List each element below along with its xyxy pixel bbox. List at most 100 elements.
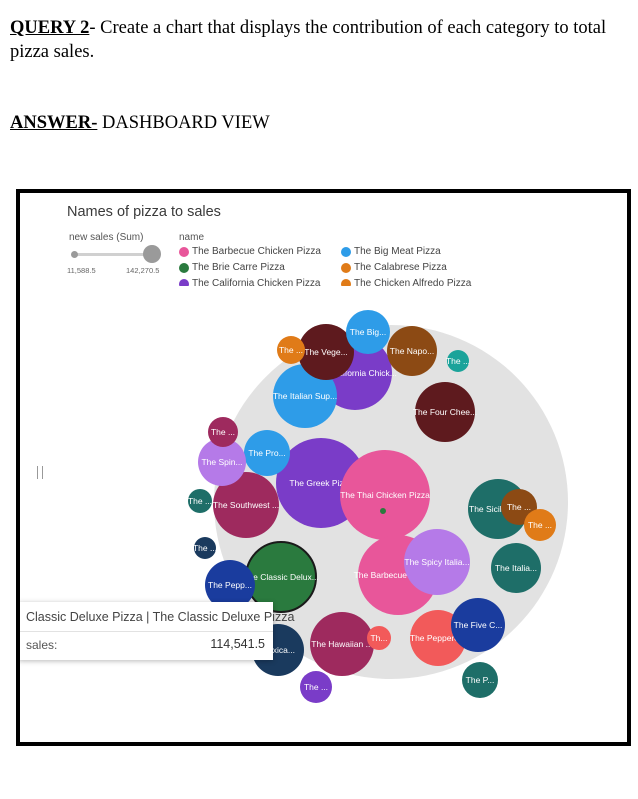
tooltip: Classic Deluxe Pizza | The Classic Delux… [20,602,294,660]
legend-label: The Brie Carre Pizza [192,262,285,273]
bubble-label: The ... [279,345,303,355]
bubble-circle[interactable] [188,489,212,513]
bubble-label: The Pro... [248,448,285,458]
bubble-circle[interactable] [462,662,498,698]
legend-label: The California Chicken Pizza [192,278,321,286]
bubble-circle[interactable] [340,450,430,540]
bubble[interactable]: The ... [524,509,556,541]
legend-swatch [179,278,189,286]
bubble-circle[interactable] [346,310,390,354]
bubble[interactable]: The Five C... [451,598,505,652]
bubble[interactable]: The Pepp... [205,560,255,610]
bubble-label: The Thai Chicken Pizza [340,490,430,500]
bubble-circle[interactable] [213,472,279,538]
bubble[interactable]: Th... [367,626,391,650]
bubble-label: The P... [466,675,495,685]
legend-item[interactable]: The Calabrese Pizza [341,262,447,273]
bubble-label: The Barbecue Chicke... [354,570,443,580]
legend-item[interactable]: The California Chicken Pizza [179,278,320,286]
bubble[interactable]: The Southwest ... [213,472,279,538]
bubble-circle[interactable] [205,560,255,610]
bubble[interactable] [380,508,386,514]
legend-swatch [341,278,351,286]
bubble-label: The Vege... [304,347,347,357]
bubble-circle[interactable] [208,417,238,447]
resize-handle[interactable] [37,466,43,479]
bubble-label: The ... [188,496,212,506]
bubble-circle[interactable] [387,326,437,376]
tooltip-value: 114,541.5 [210,637,265,651]
bubble-circle[interactable] [415,382,475,442]
bubble[interactable]: The ... [277,336,305,364]
bubble-label: The Big... [350,327,386,337]
bubble[interactable]: The Italian Sup... [273,364,337,428]
chart-title: Names of pizza to sales [67,204,221,220]
size-legend-min-dot [71,251,78,258]
bubble-circle[interactable] [491,543,541,593]
bubble[interactable]: The Thai Chicken Pizza [340,450,430,540]
tooltip-title: Classic Deluxe Pizza | The Classic Delux… [26,610,295,624]
bubble-circle[interactable] [300,671,332,703]
bubble[interactable]: The ... [446,350,470,372]
bubble[interactable]: The ... [188,489,212,513]
bubble-chart: The Greek Pizza The Thai Chicken Pizza The… [188,310,568,703]
bubble-circle[interactable] [524,509,556,541]
bubble-circle[interactable] [404,529,470,595]
bubble[interactable]: The Pro... [244,430,290,476]
bubble-label: The Napo... [390,346,434,356]
legend-item[interactable]: The Brie Carre Pizza [179,262,285,273]
bubble[interactable]: The Italia... [491,543,541,593]
bubble-label: The Four Chee... [413,407,477,417]
legend-swatch [341,262,351,273]
tooltip-divider [20,631,273,632]
color-legend: The Barbecue Chicken Pizza The Big Meat P… [179,246,479,286]
bubble-label: The Pepp... [208,580,252,590]
bubble[interactable]: The Napo... [387,326,437,376]
bubble-circle[interactable] [198,438,246,486]
bubble-label: The Sicilian P... [469,504,527,514]
bubble-circle[interactable] [194,537,216,559]
bubble-label: The Five C... [454,620,503,630]
bubble-label: The Italian Sup... [273,391,337,401]
bubble-circle[interactable] [277,336,305,364]
legend-label: The Barbecue Chicken Pizza [192,246,321,257]
bubble-label: The ... [528,520,552,530]
bubble[interactable]: The Spicy Italia... [404,529,470,595]
bubble[interactable]: The ... [193,537,217,559]
bubble[interactable]: The Vege... [298,324,354,380]
bubble-label: Th... [370,633,387,643]
bubble-label: The Hawaiian ... [311,639,372,649]
dashboard-frame: Names of pizza to sales new sales (Sum) … [16,189,631,746]
bubble-circle[interactable] [367,626,391,650]
bubble-circle[interactable] [273,364,337,428]
bubble-label: The ... [211,427,235,437]
legend-swatch [179,246,189,257]
bubble-label: The California Chick... [313,368,397,378]
dashboard-panel: Names of pizza to sales new sales (Sum) … [20,195,621,736]
bubble[interactable]: The P... [462,662,498,698]
bubble-label: The ... [507,502,531,512]
bubble[interactable]: The Four Chee... [413,382,477,442]
bubble-label: The Classic Delux... [243,572,319,582]
legend-item[interactable]: The Chicken Alfredo Pizza [341,278,471,286]
query-label: QUERY 2 [10,18,90,38]
bubble-circle[interactable] [380,508,386,514]
bubble[interactable]: The ... [300,671,332,703]
bubble[interactable]: The Hawaiian ... [310,612,374,676]
bubble-label: The Spin... [201,457,242,467]
bubble-label: The ... [304,682,328,692]
answer-label: ANSWER- [10,113,98,133]
bubble[interactable]: The ... [208,417,238,447]
bubble[interactable]: The Spin... [198,438,246,486]
bubble-circle[interactable] [298,324,354,380]
bubble-circle[interactable] [447,350,469,372]
legend-item[interactable]: The Big Meat Pizza [341,246,441,257]
bubble-label: The ... [193,543,217,553]
bubble-circle[interactable] [310,612,374,676]
bubble-circle[interactable] [244,430,290,476]
answer-heading: ANSWER- DASHBOARD VIEW [10,111,270,135]
legend-swatch [341,246,351,257]
legend-item[interactable]: The Barbecue Chicken Pizza [179,246,321,257]
bubble[interactable]: The Big... [346,310,390,354]
bubble-circle[interactable] [451,598,505,652]
